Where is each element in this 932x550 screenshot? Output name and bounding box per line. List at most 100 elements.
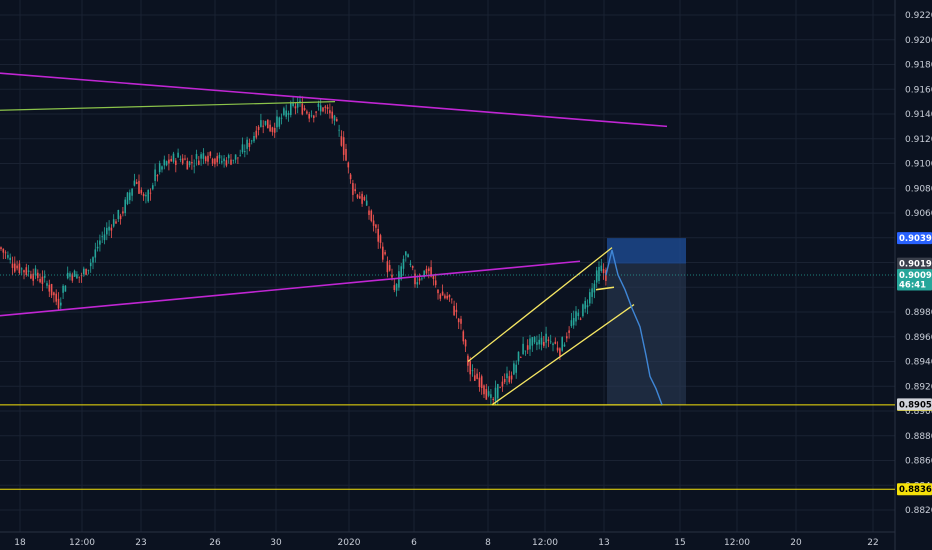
candle-body <box>391 274 393 278</box>
candle-body <box>402 258 405 269</box>
candle-body <box>200 154 202 159</box>
candle-body <box>386 261 389 273</box>
candle-body <box>561 337 563 351</box>
take-profit-box <box>607 263 686 405</box>
candle-body <box>552 343 554 346</box>
candle-body <box>464 339 467 347</box>
candle-body <box>347 162 350 168</box>
candle-body <box>202 153 205 159</box>
price-label-text: 0.89054 <box>899 400 932 410</box>
candle-body <box>414 273 416 285</box>
candle-body <box>23 270 25 273</box>
candle-body <box>154 169 156 181</box>
candle-body <box>60 302 62 306</box>
candle-body <box>140 189 143 194</box>
candle-body <box>204 156 207 162</box>
candle-body <box>195 154 198 159</box>
candle-body <box>248 142 251 147</box>
candle-body <box>462 331 465 342</box>
candle-body <box>163 159 166 166</box>
candle-body <box>508 376 511 383</box>
candle-body <box>294 106 297 109</box>
time-tick-label: 30 <box>270 538 282 548</box>
candle-body <box>356 194 359 198</box>
candle-body <box>365 200 368 206</box>
candle-body <box>457 318 460 323</box>
candle-body <box>209 151 212 156</box>
candle-body <box>177 152 179 158</box>
candle-body <box>572 317 575 326</box>
candle-body <box>478 377 481 388</box>
candle-body <box>460 318 462 324</box>
candle-body <box>170 158 172 162</box>
candle-body <box>313 115 315 119</box>
candle-body <box>455 309 458 312</box>
candle-body <box>322 107 324 112</box>
candle-body <box>398 271 400 288</box>
candle-body <box>600 265 603 271</box>
candle-body <box>106 227 108 235</box>
candle-body <box>135 182 138 184</box>
candle-body <box>273 127 276 133</box>
candle-body <box>92 257 94 263</box>
candle-body <box>434 280 437 286</box>
candle-body <box>30 274 32 279</box>
projection-path <box>605 249 663 406</box>
candle-body <box>115 221 117 224</box>
time-tick-label: 2020 <box>338 538 361 548</box>
candle-body <box>211 158 214 164</box>
candle-body <box>363 197 366 201</box>
candle-body <box>388 265 391 271</box>
candle-body <box>453 305 455 316</box>
candle-body <box>66 272 69 279</box>
candle-body <box>595 270 598 283</box>
candle-body <box>515 364 517 373</box>
candle-body <box>331 111 333 119</box>
price-axis[interactable]: 0.92200 0.92000 0.91800 0.91600 0.91400 0.912… <box>905 11 932 516</box>
candle-body <box>384 252 386 255</box>
candle-body <box>296 103 299 108</box>
candle-body <box>423 270 425 278</box>
time-axis[interactable]: 18 12:00 23 26 30 2020 6 8 12:00 13 15 12:00 20 22 <box>14 538 878 548</box>
candle-body <box>418 278 421 281</box>
candle-body <box>605 270 607 281</box>
time-tick-label: 13 <box>598 538 609 548</box>
candle-body <box>76 274 78 279</box>
candle-body <box>175 160 177 166</box>
candle-body <box>602 268 605 274</box>
candle-body <box>430 267 432 277</box>
candle-body <box>241 144 244 153</box>
price-tick-label: 0.92000 <box>905 36 932 46</box>
price-label-box <box>897 278 932 291</box>
candle-body <box>64 285 67 292</box>
time-tick-label: 18 <box>14 538 26 548</box>
price-label-box <box>897 232 932 245</box>
channel-upper-line <box>467 247 613 363</box>
price-tick-label: 0.89600 <box>905 333 932 343</box>
candle-body <box>582 304 584 317</box>
candle-body <box>283 108 285 115</box>
candle-body <box>303 108 306 111</box>
price-tick-label: 0.91800 <box>905 61 932 71</box>
candle-body <box>244 151 246 153</box>
time-tick-label: 12:00 <box>532 538 558 548</box>
candle-body <box>14 263 16 272</box>
candle-body <box>342 137 345 155</box>
candle-body <box>554 341 557 344</box>
candle-body <box>577 312 580 316</box>
candle-body <box>345 148 347 161</box>
candle-body <box>78 276 80 278</box>
candle-body <box>221 161 223 163</box>
candle-body <box>216 156 218 163</box>
price-tick-label: 0.91000 <box>905 160 932 170</box>
candle-body <box>476 373 478 379</box>
candle-body <box>520 357 522 358</box>
candle-body <box>48 284 51 292</box>
candle-body <box>234 154 237 160</box>
candle-body <box>37 272 39 278</box>
candle-body <box>579 318 582 320</box>
candle-body <box>336 119 338 122</box>
candle-body <box>575 311 577 322</box>
candle-body <box>83 268 85 275</box>
